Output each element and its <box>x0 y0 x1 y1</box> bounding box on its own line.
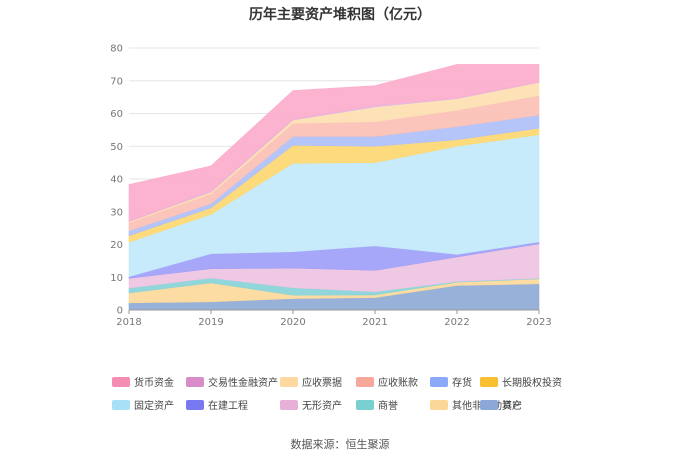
legend-swatch <box>430 376 448 387</box>
legend-label: 存货 <box>452 378 472 389</box>
legend-label: 在建工程 <box>208 401 248 412</box>
legend-item[interactable]: 其它 <box>480 397 566 412</box>
legend-swatch <box>430 399 448 410</box>
y-tick-label: 0 <box>117 306 123 317</box>
legend-swatch <box>112 376 130 387</box>
legend-label: 无形资产 <box>302 401 342 412</box>
legend-swatch <box>112 399 130 410</box>
legend-item[interactable]: 无形资产 <box>280 397 352 412</box>
legend-label: 交易性金融资产 <box>208 378 278 389</box>
legend-item[interactable]: 在建工程 <box>186 397 276 412</box>
legend-item[interactable]: 商誉 <box>356 397 426 412</box>
legend-label: 货币资金 <box>134 378 174 389</box>
legend: 货币资金 交易性金融资产 应收票据 应收账款 存货 长期股权投资固定资产 在建工程 无形资产 商… <box>112 374 582 412</box>
axis-layer: 0 10 20 30 40 50 60 70 80 2018 2019 2020 2021 2022 202… <box>110 44 551 329</box>
legend-label: 长期股权投资 <box>502 378 562 389</box>
legend-swatch <box>186 376 204 387</box>
y-tick-label: 30 <box>110 207 123 218</box>
legend-item[interactable]: 其他非流动资产 <box>430 397 522 412</box>
legend-item[interactable]: 应收账款 <box>356 374 426 389</box>
legend-swatch <box>356 376 374 387</box>
y-tick-label: 20 <box>110 240 123 251</box>
y-tick-label: 70 <box>110 76 123 87</box>
legend-label: 应收票据 <box>302 378 342 389</box>
chart-title: 历年主要资产堆积图（亿元） <box>249 7 431 23</box>
legend-swatch <box>280 376 298 387</box>
legend-item[interactable]: 货币资金 <box>112 374 182 389</box>
legend-item[interactable]: 长期股权投资 <box>480 374 566 389</box>
legend-swatch <box>356 399 374 410</box>
x-tick-label: 2020 <box>280 317 305 328</box>
legend-swatch <box>280 399 298 410</box>
y-tick-label: 60 <box>110 109 123 120</box>
area-layer <box>128 64 540 311</box>
legend-label: 其它 <box>502 401 522 412</box>
legend-swatch <box>480 376 498 387</box>
area-货币资金 <box>128 64 540 222</box>
y-tick-label: 10 <box>110 273 123 284</box>
legend-item[interactable]: 交易性金融资产 <box>186 374 278 389</box>
legend-item[interactable]: 固定资产 <box>112 397 182 412</box>
y-tick-label: 50 <box>110 142 123 153</box>
x-tick-label: 2019 <box>198 317 223 328</box>
legend-label: 固定资产 <box>134 401 174 412</box>
x-tick-label: 2018 <box>116 317 141 328</box>
y-tick-label: 80 <box>110 44 123 55</box>
x-tick-label: 2021 <box>362 317 387 328</box>
legend-label: 应收账款 <box>378 378 418 389</box>
data-source-note: 数据来源：恒生聚源 <box>290 438 390 451</box>
legend-item[interactable]: 存货 <box>430 374 476 389</box>
y-tick-label: 40 <box>110 175 123 186</box>
x-tick-label: 2023 <box>526 317 551 328</box>
legend-swatch <box>480 399 498 410</box>
legend-item[interactable]: 应收票据 <box>280 374 352 389</box>
legend-label: 商誉 <box>378 401 398 412</box>
legend-swatch <box>186 399 204 410</box>
x-tick-label: 2022 <box>444 317 469 328</box>
